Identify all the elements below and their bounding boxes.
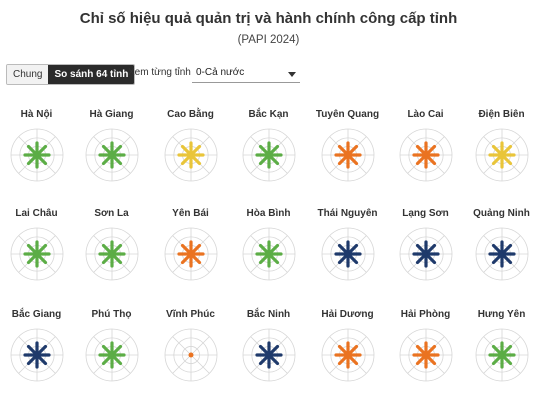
province-card[interactable]: Lạng Sơn <box>388 208 463 288</box>
province-name: Hà Nội <box>20 109 53 120</box>
page-subtitle: (PAPI 2024) <box>237 34 300 46</box>
province-card[interactable]: Bắc Kạn <box>231 109 306 189</box>
radar-star-icon <box>242 128 296 182</box>
province-name: Bắc Giang <box>11 309 62 320</box>
province-name: Phú Thọ <box>91 309 132 320</box>
radar-star-icon <box>242 227 296 281</box>
radar-star-icon <box>399 227 453 281</box>
province-card[interactable]: Thái Nguyên <box>310 208 385 288</box>
province-card[interactable]: Bắc Ninh <box>231 309 306 389</box>
province-card[interactable]: Sơn La <box>74 208 149 288</box>
province-name: Hải Phòng <box>400 309 451 320</box>
radar-star-icon <box>10 328 64 382</box>
province-card[interactable]: Hải Phòng <box>388 309 463 389</box>
province-card[interactable]: Hòa Bình <box>231 208 306 288</box>
radar-star-icon <box>321 227 375 281</box>
province-card[interactable]: Lai Châu <box>0 208 74 288</box>
radar-star-icon <box>85 328 139 382</box>
radar-star-icon <box>164 227 218 281</box>
radar-star-icon <box>242 328 296 382</box>
province-name: Lào Cai <box>407 109 444 120</box>
province-name: Thái Nguyên <box>317 208 378 219</box>
province-name: Cao Bằng <box>167 109 214 120</box>
province-select[interactable]: 0-Cả nước <box>192 64 300 83</box>
province-card[interactable]: Hà Nội <box>0 109 74 189</box>
province-card[interactable]: Yên Bái <box>153 208 228 288</box>
radar-star-icon <box>321 328 375 382</box>
province-card[interactable]: Bắc Giang <box>0 309 74 389</box>
radar-star-icon <box>85 227 139 281</box>
toggle-chung-button[interactable]: Chung <box>7 65 49 84</box>
view-toggle: Chung So sánh 64 tỉnh <box>6 64 136 85</box>
province-name: Tuyên Quang <box>315 109 380 120</box>
province-name: Hải Dương <box>321 309 374 320</box>
province-name: Vĩnh Phúc <box>166 309 215 320</box>
radar-star-icon <box>399 328 453 382</box>
radar-star-icon <box>475 128 529 182</box>
province-select-value: 0-Cả nước <box>196 67 245 78</box>
radar-star-icon <box>475 227 529 281</box>
province-name: Hòa Bình <box>246 208 291 219</box>
province-card[interactable]: Lào Cai <box>388 109 463 189</box>
province-name: Sơn La <box>94 208 129 219</box>
radar-star-icon <box>85 128 139 182</box>
province-name: Bắc Kạn <box>248 109 289 120</box>
province-card[interactable]: Vĩnh Phúc <box>153 309 228 389</box>
chevron-down-icon <box>288 72 296 77</box>
province-name: Hưng Yên <box>477 309 526 320</box>
radar-star-icon <box>321 128 375 182</box>
province-name: Hà Giang <box>89 109 134 120</box>
province-card[interactable]: Tuyên Quang <box>310 109 385 189</box>
province-card[interactable]: Điện Biên <box>464 109 537 189</box>
province-name: Điện Biên <box>478 109 525 120</box>
province-card[interactable]: Hải Dương <box>310 309 385 389</box>
toggle-compare-button[interactable]: So sánh 64 tỉnh <box>48 65 135 84</box>
province-card[interactable]: Hà Giang <box>74 109 149 189</box>
view-province-label: Xem từng tỉnh <box>128 67 191 78</box>
page-title: Chỉ số hiệu quả quản trị và hành chính c… <box>79 10 458 27</box>
province-name: Quảng Ninh <box>473 208 530 219</box>
radar-star-icon <box>164 128 218 182</box>
radar-dot-icon <box>164 328 218 382</box>
province-name: Lạng Sơn <box>402 208 449 219</box>
province-name: Bắc Ninh <box>246 309 291 320</box>
radar-star-icon <box>475 328 529 382</box>
province-card[interactable]: Phú Thọ <box>74 309 149 389</box>
province-card[interactable]: Cao Bằng <box>153 109 228 189</box>
radar-star-icon <box>10 128 64 182</box>
radar-star-icon <box>399 128 453 182</box>
province-card[interactable]: Hưng Yên <box>464 309 537 389</box>
radar-star-icon <box>10 227 64 281</box>
province-name: Lai Châu <box>15 208 58 219</box>
province-card[interactable]: Quảng Ninh <box>464 208 537 288</box>
province-name: Yên Bái <box>172 208 209 219</box>
